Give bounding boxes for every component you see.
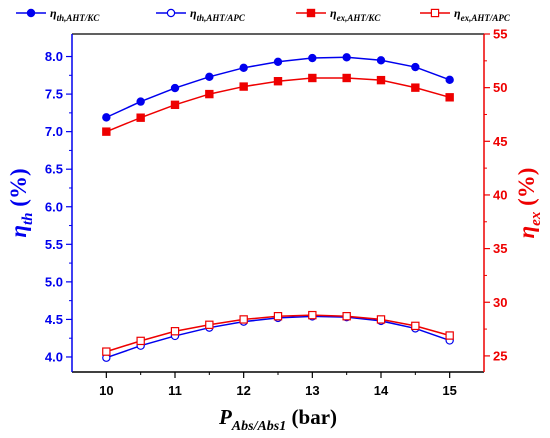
x-tick-label: 10 <box>99 383 113 398</box>
y-axis-left-title: ηth (%) <box>6 168 36 237</box>
data-point <box>445 331 454 340</box>
legend-item: ηex,AHT/KC <box>296 6 381 23</box>
data-point <box>170 83 180 93</box>
data-point <box>170 327 180 336</box>
data-point <box>102 127 111 136</box>
x-tick-label: 11 <box>168 383 182 398</box>
data-point <box>273 77 283 86</box>
legend-marker <box>306 8 316 18</box>
data-point <box>136 113 145 122</box>
data-point <box>308 310 317 320</box>
data-point <box>308 53 317 63</box>
data-point <box>445 93 454 102</box>
data-point <box>376 56 386 65</box>
x-tick-label: 14 <box>374 383 389 398</box>
legend-label: ηth,AHT/KC <box>50 6 100 23</box>
data-point <box>136 336 145 346</box>
legend-item: ηex,AHT/APC <box>420 6 511 23</box>
series-3 <box>102 73 454 136</box>
data-point <box>102 113 111 122</box>
data-point <box>342 53 351 62</box>
data-point <box>342 312 351 321</box>
y-left-tick-label: 7.0 <box>45 124 63 139</box>
legend-label: ηth,AHT/APC <box>190 6 246 23</box>
legend: ηth,AHT/KC ηth,AHT/APC ηex,AHT/KC ηex,AHT/A… <box>16 6 511 23</box>
y-left-tick-label: 8.0 <box>45 49 63 64</box>
data-point <box>308 73 317 83</box>
legend-marker <box>26 8 36 18</box>
data-point <box>411 62 420 72</box>
axis-titles: PAbs/Abs1 (bar) ηth (%) ηex (%) <box>6 168 544 434</box>
y-left-tick-label: 6.0 <box>45 199 63 214</box>
data-point <box>273 57 283 66</box>
y-left-tick-label: 4.0 <box>45 349 63 364</box>
legend-label: ηex,AHT/KC <box>330 6 381 23</box>
data-point <box>205 320 214 329</box>
x-tick-label: 15 <box>442 383 456 398</box>
y-right-tick-label: 40 <box>493 187 507 202</box>
y-left-tick-label: 4.5 <box>45 312 63 327</box>
data-point <box>205 89 214 99</box>
legend-marker <box>430 8 440 18</box>
data-point <box>239 63 248 73</box>
y-right-tick-label: 45 <box>493 134 507 149</box>
data-point <box>342 73 351 83</box>
y-axis-left: 4.0 4.5 5.0 5.5 6.0 6.5 7.0 7.5 8.0 <box>45 49 72 364</box>
x-axis: 10 11 12 13 14 15 <box>99 372 457 398</box>
y-left-tick-label: 5.5 <box>45 237 63 252</box>
data-point <box>239 315 248 324</box>
series-4 <box>102 310 454 356</box>
y-left-tick-label: 5.0 <box>45 274 63 289</box>
y-right-tick-label: 25 <box>493 348 507 363</box>
x-tick-label: 13 <box>305 383 319 398</box>
y-left-tick-label: 7.5 <box>45 87 63 102</box>
data-point <box>205 72 214 82</box>
series-line <box>106 77 450 133</box>
data-point <box>273 312 283 321</box>
x-axis-title: PAbs/Abs1 (bar) <box>218 405 337 434</box>
series-line <box>106 56 450 119</box>
y-right-tick-label: 30 <box>493 295 507 310</box>
data-point <box>136 97 145 106</box>
data-point <box>411 321 420 331</box>
data-point <box>376 315 386 324</box>
legend-item: ηth,AHT/APC <box>156 6 246 23</box>
legend-item: ηth,AHT/KC <box>16 6 100 23</box>
y-right-tick-label: 35 <box>493 241 507 256</box>
x-tick-label: 12 <box>236 383 250 398</box>
series-1 <box>102 53 454 122</box>
data-point <box>239 82 248 91</box>
data-point <box>411 83 420 92</box>
legend-marker <box>166 8 176 18</box>
data-point <box>102 347 111 356</box>
data-point <box>376 75 386 85</box>
y-axis-right-title: ηex (%) <box>514 168 544 239</box>
y-right-tick-label: 55 <box>493 27 507 42</box>
data-point <box>445 75 454 85</box>
y-axis-right: 25 30 35 40 45 50 55 <box>484 27 507 363</box>
data-point <box>170 100 180 110</box>
legend-label: ηex,AHT/APC <box>454 6 511 23</box>
y-right-tick-label: 50 <box>493 80 507 95</box>
series-layer <box>102 53 454 362</box>
y-left-tick-label: 6.5 <box>45 162 63 177</box>
